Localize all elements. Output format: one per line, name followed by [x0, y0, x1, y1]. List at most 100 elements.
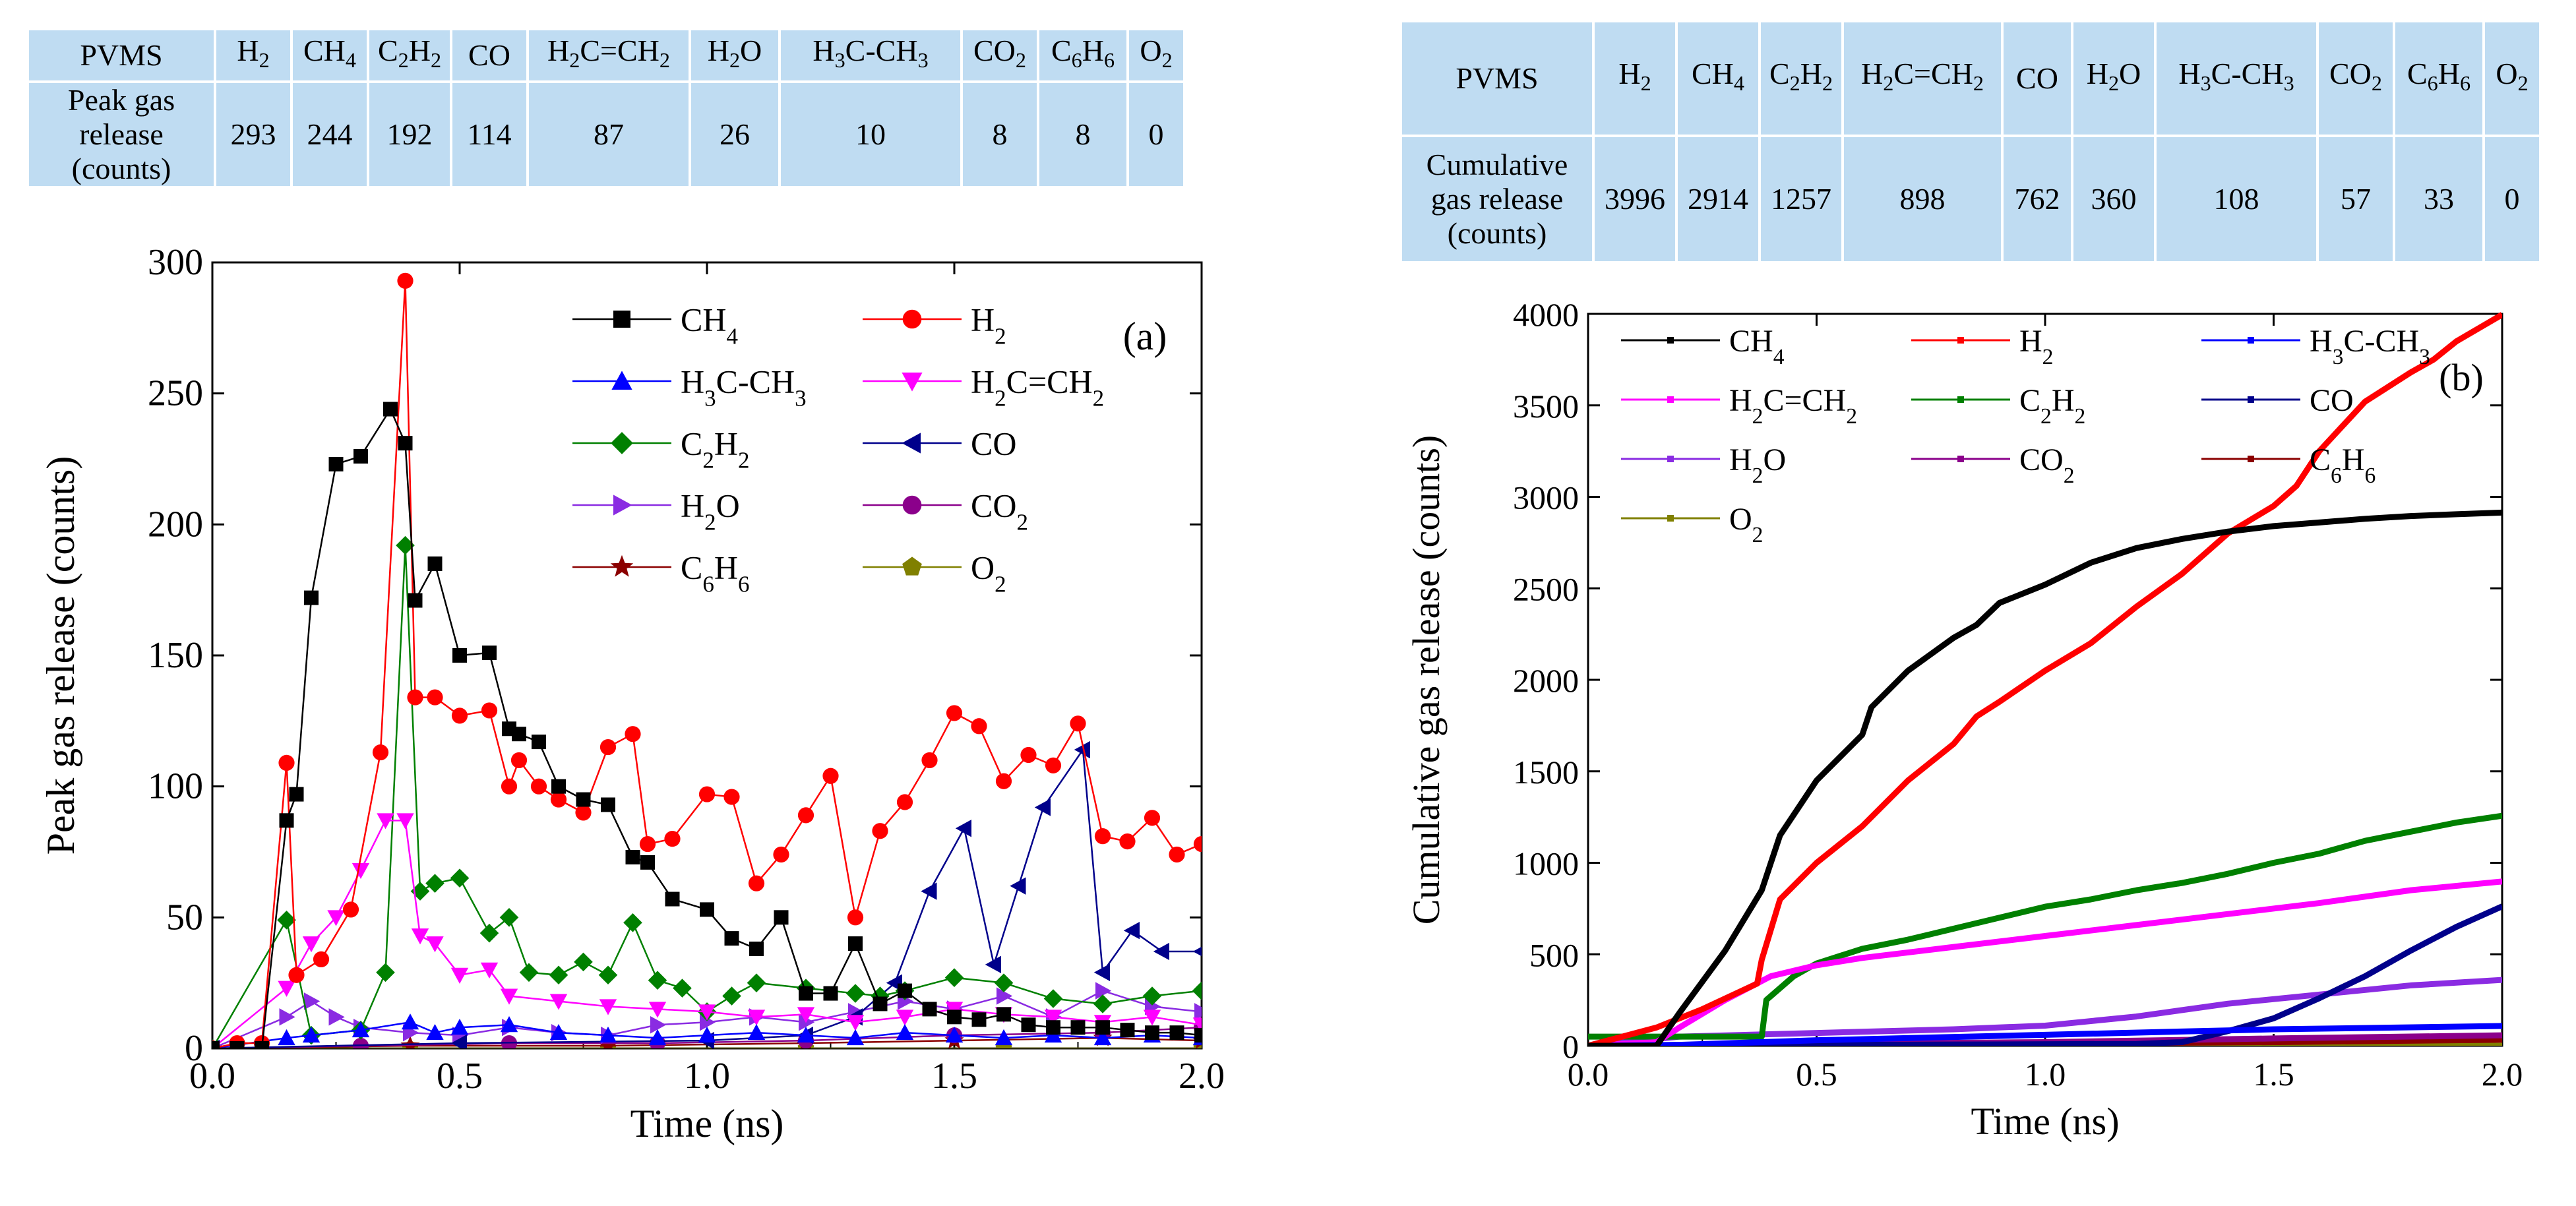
data-point — [551, 779, 566, 794]
data-point — [610, 555, 634, 577]
y-tick-label: 0 — [185, 1028, 203, 1069]
series-line-c2h2 — [1588, 812, 2502, 1040]
value-cell: 3996 — [1595, 137, 1675, 261]
value-cell: 57 — [2319, 137, 2393, 261]
data-point — [1034, 799, 1051, 816]
data-point — [1193, 835, 1202, 853]
header-cell: O2 — [2485, 22, 2539, 135]
data-point — [376, 963, 395, 982]
data-point — [1046, 1020, 1060, 1035]
data-point — [510, 752, 528, 769]
y-tick-label: 3000 — [1513, 479, 1579, 516]
data-point — [481, 702, 498, 719]
data-point — [396, 535, 415, 555]
data-point — [450, 967, 469, 984]
y-tick-label: 50 — [166, 897, 203, 938]
value-cell: 360 — [2073, 137, 2154, 261]
y-tick-label: 100 — [148, 766, 203, 807]
row-label-cell: Peak gas release (counts) — [29, 83, 214, 186]
data-point — [1144, 810, 1161, 826]
data-point — [304, 590, 319, 605]
header-cell: H2 — [1595, 22, 1675, 135]
header-cell: H2O — [2073, 22, 2154, 135]
data-point — [1021, 1017, 1036, 1033]
data-point — [896, 1023, 914, 1040]
data-point — [971, 1012, 987, 1027]
legend-label: C2H2 — [681, 425, 749, 473]
data-point — [823, 986, 838, 1001]
data-point — [1020, 746, 1037, 764]
data-point — [408, 593, 423, 608]
data-point — [500, 988, 518, 1005]
data-point — [1153, 942, 1169, 961]
y-tick-label: 300 — [148, 242, 203, 283]
data-point — [530, 778, 547, 795]
data-point — [532, 735, 546, 750]
data-point — [288, 967, 305, 983]
data-point — [799, 986, 813, 1001]
data-point — [255, 1041, 269, 1048]
data-point — [501, 1035, 518, 1048]
data-point — [723, 789, 740, 805]
data-point — [698, 1004, 716, 1021]
header-cell: CO — [2004, 22, 2071, 135]
data-point — [372, 744, 389, 761]
panel-label: (b) — [2439, 356, 2484, 399]
data-point — [599, 1026, 617, 1043]
data-point — [698, 1026, 716, 1043]
data-point — [1070, 1020, 1086, 1035]
data-point — [747, 973, 766, 992]
data-point — [896, 794, 913, 810]
data-point — [1093, 1029, 1112, 1046]
legend-label: H2C=CH2 — [971, 363, 1104, 411]
data-point — [1667, 515, 1674, 522]
series-line-ch4 — [212, 408, 1202, 1048]
data-point — [599, 999, 617, 1015]
legend-label: H3C-CH3 — [681, 363, 807, 411]
peak-gas-table-header: PVMS H2 CH4 C2H2 CO H2C=CH2 H2O H3C-CH3 … — [29, 30, 1183, 80]
data-point — [625, 849, 640, 864]
header-chem: O2 — [2496, 56, 2529, 96]
value-cell: 2914 — [1678, 137, 1758, 261]
data-point — [665, 891, 680, 907]
data-point — [212, 1041, 220, 1048]
cumulative-gas-table-values: Cumulative gas release (counts) 3996 291… — [1402, 137, 2539, 261]
data-point — [613, 495, 632, 516]
data-point — [640, 855, 655, 870]
data-point — [724, 931, 739, 946]
data-point — [278, 754, 295, 771]
y-tick-label: 0 — [1562, 1028, 1579, 1065]
header-cell: CH4 — [293, 30, 367, 80]
data-point — [1070, 715, 1086, 732]
header-chem: H2C=CH2 — [547, 33, 670, 73]
data-point — [1119, 833, 1136, 850]
series-line-h3c-ch3 — [212, 1021, 1202, 1048]
value-cell: 0 — [2485, 137, 2539, 261]
y-axis-label: Cumulative gas release (counts) — [1405, 435, 1448, 924]
data-point — [994, 973, 1014, 992]
data-point — [773, 846, 789, 863]
header-chem: CO2 — [2329, 56, 2382, 96]
data-point — [425, 874, 445, 893]
y-tick-label: 2000 — [1513, 662, 1579, 699]
value-cell: 8 — [963, 83, 1037, 186]
x-axis-label: Time (ns) — [630, 1102, 784, 1145]
header-chem: CO — [468, 38, 510, 72]
legend-label: CO2 — [2019, 442, 2074, 488]
header-cell: C6H6 — [1039, 30, 1126, 80]
header-cell: CO2 — [2319, 22, 2393, 135]
data-point — [822, 768, 839, 784]
data-point — [279, 1008, 295, 1026]
data-point — [1667, 337, 1674, 344]
data-point — [902, 557, 922, 576]
data-point — [664, 831, 681, 847]
data-point — [427, 556, 443, 571]
legend: CH4 H2 H3C-CH3 H2C=CH2 C2H2 CO H2O CO2 C6H6 O2 — [1621, 324, 2430, 547]
legend-label: CO — [971, 425, 1016, 462]
header-chem: O2 — [1140, 33, 1173, 73]
data-point — [944, 968, 964, 988]
y-tick-label: 200 — [148, 504, 203, 545]
data-point — [1123, 922, 1140, 940]
data-point — [623, 913, 642, 932]
data-point — [1093, 994, 1113, 1013]
